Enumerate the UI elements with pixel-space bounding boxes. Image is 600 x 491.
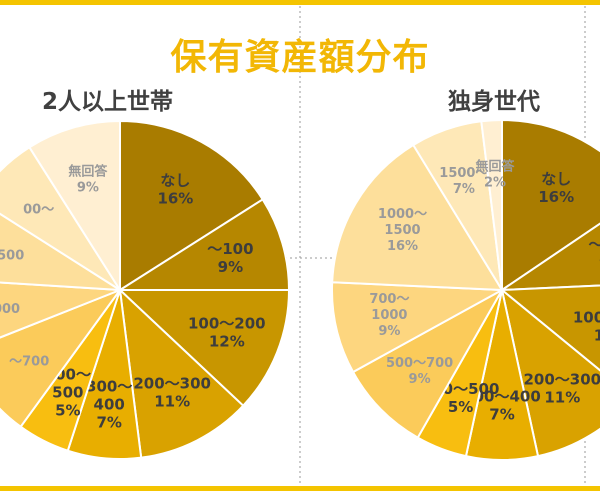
pie-slice-0-0 [119,119,265,292]
pie-label-1-0: なし 16% [538,170,574,206]
pie-label-0-2: 100～200 12% [188,314,266,350]
pie-label-1-3: 200～300 11% [523,371,600,407]
pie-slice-0-10 [28,119,121,294]
pie-label-1-8: 1000～ 1500 16% [378,207,427,254]
pie-label-0-1: ～100 9% [207,240,253,276]
pie-label-0-7: 000 [0,302,20,317]
pie-label-0-3: 200～300 11% [133,374,211,410]
pie-label-1-10: 無回答 2% [475,159,515,191]
pie-slice-0-6 [0,287,123,429]
pie-slice-1-8 [331,143,504,292]
pie-chart-couples: なし 16% ～100 9% 100～200 12% 200～300 11%300～ 400 7%… [0,119,291,461]
pie-slice-0-3 [118,287,245,459]
pie-slice-1-6 [351,287,505,440]
chart-title-singles: 独身世代 [448,89,540,115]
top-accent-rule [0,0,600,5]
pie-slice-1-1 [498,222,600,292]
chart-title-couples: 2人以上世帯 [42,89,174,115]
pie-slice-1-7 [331,281,506,374]
pie-slice-0-7 [0,281,121,339]
pie-slice-1-10 [480,118,503,291]
pie-slice-0-2 [117,289,291,408]
pie-label-0-4: 300～ 400 7% [86,377,132,431]
pie-label-0-10: 無回答 9% [68,164,108,196]
pie-slice-1-0 [501,118,600,292]
pie-label-1-9: 1500～ 7% [439,166,488,197]
pie-slice-0-1 [116,198,291,291]
pie-label-0-8: 500 [0,249,24,264]
pie-label-0-6: ～700 [9,354,49,369]
pie-label-0-9: 00～ [23,203,54,218]
bottom-accent-rule [0,486,600,491]
pie-label-0-0: なし 16% [157,171,193,207]
page-title: 保有資産額分布 [170,37,430,78]
pie-label-1-4: 300～400 7% [463,388,541,424]
pie-label-1-6: 500～700 9% [386,356,453,387]
pie-slice-1-3 [500,287,600,458]
pie-label-1-7: 700～ 1000 9% [369,292,409,339]
